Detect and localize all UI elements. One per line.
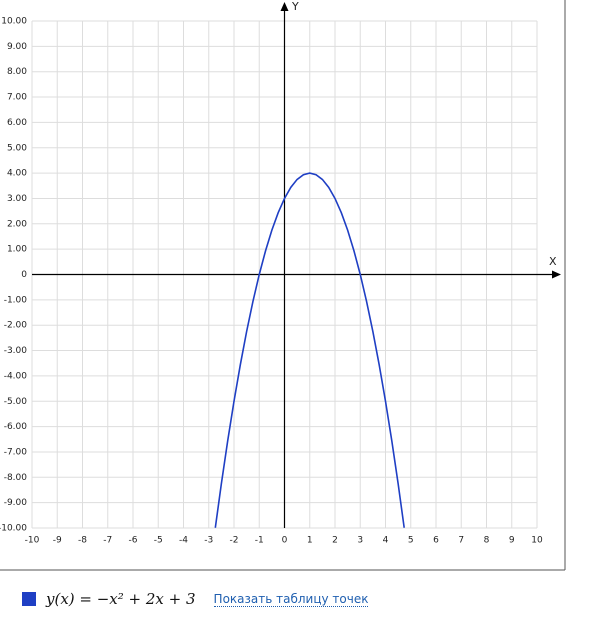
- y-tick-label: -1.00: [4, 295, 28, 305]
- x-tick-label: 3: [357, 536, 363, 546]
- legend-label: y(x) = −x² + 2x + 3: [46, 590, 196, 608]
- y-tick-label: -9.00: [4, 498, 28, 508]
- y-tick-label: 2.00: [7, 219, 27, 229]
- x-tick-label: 6: [433, 536, 439, 546]
- legend: y(x) = −x² + 2x + 3 Показать таблицу точ…: [22, 590, 369, 608]
- y-tick-label: 6.00: [7, 118, 27, 128]
- y-axis-arrow: [280, 2, 289, 11]
- x-tick-label: -2: [230, 536, 239, 546]
- y-tick-label: -4.00: [4, 371, 28, 381]
- y-tick-label: -6.00: [4, 422, 28, 432]
- x-tick-label: -7: [103, 536, 112, 546]
- y-tick-label: -2.00: [4, 321, 28, 331]
- x-tick-label: -6: [129, 536, 138, 546]
- x-tick-label: 8: [484, 536, 490, 546]
- y-tick-label: -3.00: [4, 346, 28, 356]
- y-axis-label: Y: [291, 0, 299, 13]
- x-tick-label: 0: [282, 536, 288, 546]
- legend-swatch: [22, 592, 36, 606]
- x-tick-label: 2: [332, 536, 338, 546]
- x-tick-label: -10: [25, 536, 40, 546]
- y-tick-label: -5.00: [4, 397, 28, 407]
- y-tick-label: 8.00: [7, 67, 27, 77]
- chart: -10.00 -9.00 -8.00 -7.00 -6.00 -5.00 -4.00 -3.0…: [0, 0, 566, 571]
- y-tick-label: 1.00: [7, 245, 27, 255]
- x-tick-label: 4: [383, 536, 389, 546]
- y-tick-label: 0: [21, 270, 27, 280]
- x-axis-arrow: [552, 270, 561, 279]
- x-tick-label: -1: [255, 536, 264, 546]
- x-tick-label: 7: [458, 536, 464, 546]
- x-tick-label: 10: [531, 536, 543, 546]
- table-link[interactable]: Показать таблицу точек: [213, 591, 369, 607]
- series-line: [214, 172, 405, 528]
- y-tick-label: 7.00: [7, 93, 27, 103]
- y-tick-label: 3.00: [7, 194, 27, 204]
- y-tick-label: 5.00: [7, 143, 27, 153]
- y-tick-label: 10.00: [1, 17, 27, 27]
- y-tick-label: 9.00: [7, 42, 27, 52]
- x-tick-label: 1: [307, 536, 313, 546]
- x-tick-label: -5: [154, 536, 163, 546]
- x-tick-label: 5: [408, 536, 414, 546]
- x-tick-label: -9: [53, 536, 62, 546]
- x-axis-label: X: [549, 255, 557, 268]
- x-tick-label: -4: [179, 536, 188, 546]
- x-tick-label: -8: [78, 536, 87, 546]
- y-tick-label: -7.00: [4, 447, 28, 457]
- x-tick-label: 9: [509, 536, 515, 546]
- y-tick-label: -8.00: [4, 473, 28, 483]
- y-tick-label: 4.00: [7, 169, 27, 179]
- y-tick-label: -10.00: [0, 524, 27, 534]
- x-tick-label: -3: [204, 536, 213, 546]
